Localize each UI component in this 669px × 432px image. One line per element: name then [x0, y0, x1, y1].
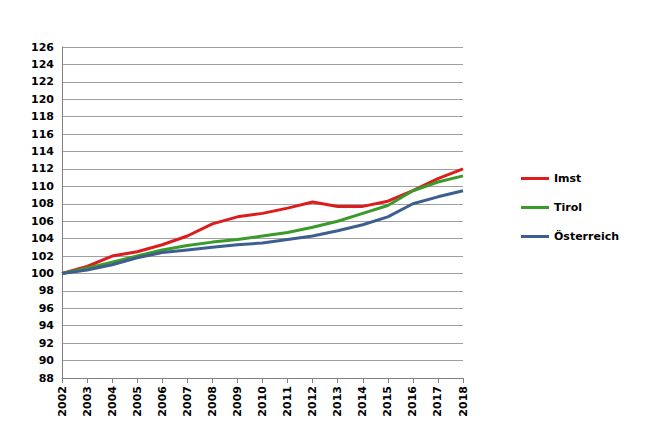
svg-text:2004: 2004	[106, 386, 119, 417]
svg-text:106: 106	[31, 215, 54, 228]
svg-text:2016: 2016	[406, 386, 419, 417]
svg-text:102: 102	[31, 250, 54, 263]
svg-text:2003: 2003	[81, 386, 94, 417]
svg-text:2008: 2008	[206, 386, 219, 417]
svg-text:2017: 2017	[431, 386, 444, 417]
svg-text:2006: 2006	[156, 386, 169, 417]
svg-text:2013: 2013	[331, 386, 344, 417]
svg-text:124: 124	[31, 58, 54, 71]
svg-text:126: 126	[31, 41, 54, 54]
svg-text:98: 98	[39, 284, 54, 297]
svg-text:2010: 2010	[256, 386, 269, 417]
svg-text:100: 100	[31, 267, 54, 280]
svg-text:Tirol: Tirol	[554, 201, 582, 214]
svg-text:90: 90	[39, 354, 55, 367]
svg-text:2018: 2018	[457, 386, 470, 417]
svg-text:112: 112	[31, 162, 54, 175]
svg-text:122: 122	[31, 75, 54, 88]
svg-text:94: 94	[39, 319, 55, 332]
svg-text:2002: 2002	[56, 386, 69, 417]
svg-text:116: 116	[31, 128, 54, 141]
svg-text:Österreich: Österreich	[554, 229, 619, 243]
svg-text:2011: 2011	[281, 386, 294, 417]
svg-text:2005: 2005	[131, 386, 144, 417]
svg-text:120: 120	[31, 93, 54, 106]
svg-text:2015: 2015	[381, 386, 394, 417]
svg-text:96: 96	[39, 302, 55, 315]
svg-text:104: 104	[31, 232, 54, 245]
svg-text:2009: 2009	[231, 386, 244, 417]
svg-text:2007: 2007	[181, 386, 194, 417]
svg-text:2012: 2012	[306, 386, 319, 417]
svg-text:114: 114	[31, 145, 54, 158]
svg-text:Imst: Imst	[554, 172, 581, 185]
svg-text:2014: 2014	[356, 386, 369, 417]
svg-text:92: 92	[39, 337, 54, 350]
svg-text:108: 108	[31, 197, 54, 210]
svg-text:110: 110	[31, 180, 54, 193]
svg-text:118: 118	[31, 110, 54, 123]
svg-text:88: 88	[39, 372, 54, 385]
